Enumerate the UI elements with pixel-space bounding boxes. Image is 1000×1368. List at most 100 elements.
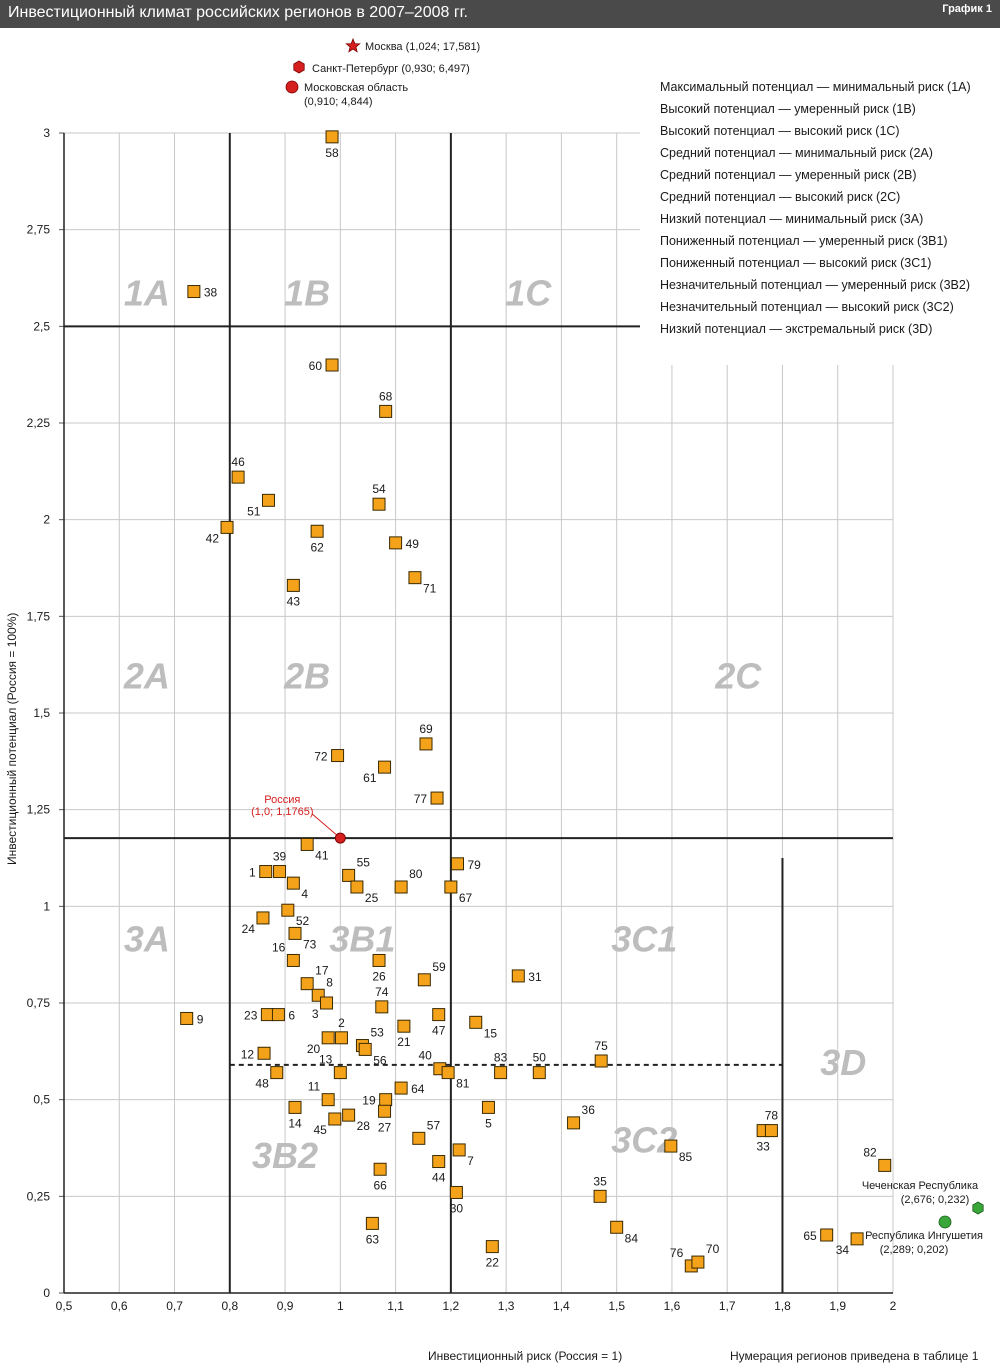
data-point-label: 58 [325, 146, 339, 160]
data-point [469, 1015, 483, 1029]
data-point-label: 56 [373, 1053, 387, 1067]
y-tick-label: 2,5 [33, 319, 50, 333]
data-point-label: 33 [756, 1140, 770, 1154]
data-point-label: 77 [414, 792, 428, 806]
zone-label: 2B [283, 655, 330, 696]
data-point-label: 60 [309, 359, 323, 373]
data-point [408, 571, 422, 585]
legend-entry: Максимальный потенциал — минимальный рис… [660, 80, 971, 94]
graph-number-label: График 1 [942, 3, 992, 15]
moscow-oblast-marker [285, 80, 299, 94]
data-point-label: 69 [419, 722, 433, 736]
y-tick-label: 0,5 [33, 1093, 50, 1107]
data-point [286, 578, 300, 592]
data-point [261, 493, 275, 507]
x-tick-label: 1,8 [774, 1299, 791, 1313]
x-tick-label: 1,3 [498, 1299, 515, 1313]
chechnya-label: Чеченская Республика [862, 1180, 979, 1192]
data-point [342, 1108, 356, 1122]
data-point-label: 64 [411, 1082, 425, 1096]
data-point [220, 520, 234, 534]
data-point-label: 61 [363, 771, 377, 785]
data-point-label: 52 [296, 914, 310, 928]
y-tick-label: 1,75 [27, 609, 51, 623]
data-point-label: 5 [485, 1116, 492, 1130]
data-point [511, 969, 525, 983]
data-point [260, 1008, 274, 1022]
data-point-label: 78 [765, 1109, 779, 1123]
data-point [331, 749, 345, 763]
legend-entry: Низкий потенциал — минимальный риск (3A) [660, 212, 924, 226]
data-point-label: 62 [310, 540, 324, 554]
data-point-label: 6 [288, 1009, 295, 1023]
data-point [378, 1104, 392, 1118]
y-tick-label: 0 [43, 1286, 50, 1300]
data-point-label: 42 [206, 531, 220, 545]
data-point-label: 9 [197, 1012, 204, 1026]
data-point-label: 38 [204, 286, 218, 300]
russia-label: Россия [264, 794, 300, 806]
x-tick-label: 1,9 [829, 1299, 846, 1313]
data-point-label: 8 [326, 975, 333, 989]
data-point [350, 880, 364, 894]
data-point-label: 4 [301, 887, 308, 901]
zone-label: 1B [284, 273, 330, 314]
moscow-label: Москва (1,024; 17,581) [365, 41, 480, 53]
data-point [257, 1046, 271, 1060]
x-tick-label: 0,6 [111, 1299, 128, 1313]
legend-entry: Высокий потенциал — умеренный риск (1B) [660, 102, 916, 116]
data-point-label: 44 [432, 1171, 446, 1185]
data-point [373, 1162, 387, 1176]
chart-title: Инвестиционный климат российских регионо… [8, 4, 468, 21]
data-point [288, 1100, 302, 1114]
zone-label: 1A [124, 273, 170, 314]
y-tick-label: 0,75 [27, 996, 51, 1010]
moscow-oblast-label: Московская область [304, 82, 408, 94]
y-tick-label: 1 [43, 899, 50, 913]
data-point [231, 470, 245, 484]
data-point-label: 83 [494, 1051, 508, 1065]
y-tick-label: 2,25 [27, 416, 51, 430]
x-tick-label: 1,5 [608, 1299, 625, 1313]
data-point-label: 57 [427, 1118, 441, 1132]
data-point [325, 130, 339, 144]
data-point-label: 85 [679, 1150, 693, 1164]
data-point-label: 24 [242, 922, 256, 936]
data-point-label: 45 [313, 1123, 327, 1137]
data-point-label: 59 [432, 960, 446, 974]
x-tick-label: 1,2 [443, 1299, 460, 1313]
data-point [372, 953, 386, 967]
data-point [187, 285, 201, 299]
zone-label: 3C1 [611, 918, 677, 959]
data-point [394, 1081, 408, 1095]
x-tick-label: 1 [337, 1299, 344, 1313]
data-point [321, 1093, 335, 1107]
data-point [878, 1158, 892, 1172]
data-point [379, 1093, 393, 1107]
zone-label: 3B1 [329, 918, 395, 959]
data-point-label: 67 [459, 891, 473, 905]
ingushetia-marker [938, 1215, 952, 1229]
zone-label: 2A [123, 655, 170, 696]
data-point [593, 1189, 607, 1203]
data-point-label: 53 [370, 1026, 384, 1040]
data-point [485, 1240, 499, 1254]
data-point [449, 1185, 463, 1199]
russia-point [334, 832, 346, 844]
data-point-label: 71 [423, 582, 437, 596]
data-point-label: 12 [241, 1047, 255, 1061]
legend-entry: Пониженный потенциал — высокий риск (3C1… [660, 256, 932, 270]
data-point [321, 1031, 335, 1045]
data-point [494, 1066, 508, 1080]
y-tick-label: 2 [43, 513, 50, 527]
legend-entry: Средний потенциал — высокий риск (2C) [660, 190, 901, 204]
y-tick-label: 0,25 [27, 1189, 51, 1203]
data-point [379, 404, 393, 418]
zone-label: 2C [714, 655, 762, 696]
data-point-label: 63 [366, 1232, 380, 1246]
data-point [256, 911, 270, 925]
data-point-label: 35 [593, 1174, 607, 1188]
data-point-label: 81 [456, 1077, 470, 1091]
data-point-label: 25 [365, 891, 379, 905]
